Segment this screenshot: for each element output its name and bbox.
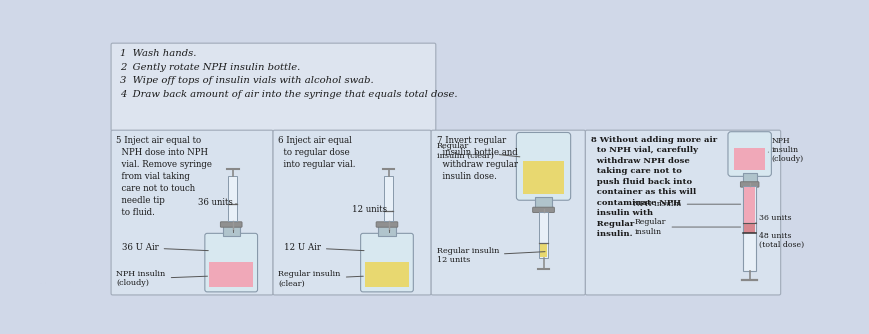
FancyBboxPatch shape	[361, 233, 413, 292]
Bar	[539, 212, 547, 258]
Bar	[229, 176, 236, 221]
FancyBboxPatch shape	[111, 130, 273, 295]
FancyBboxPatch shape	[740, 182, 758, 187]
Text: 12 U Air: 12 U Air	[283, 243, 363, 252]
Bar	[222, 226, 240, 236]
Bar	[378, 226, 395, 236]
Text: NPH insulin: NPH insulin	[633, 200, 740, 208]
Text: 5 Inject air equal to
  NPH dose into NPH
  vial. Remove syringe
  from vial tak: 5 Inject air equal to NPH dose into NPH …	[116, 136, 212, 217]
FancyBboxPatch shape	[585, 130, 779, 295]
Text: Regular
insulin: Regular insulin	[634, 218, 740, 235]
Text: Regular insulin
12 units: Regular insulin 12 units	[436, 247, 544, 264]
Bar	[384, 176, 392, 221]
Bar	[743, 223, 754, 233]
FancyBboxPatch shape	[111, 43, 435, 131]
Text: 36 units: 36 units	[197, 198, 236, 207]
FancyBboxPatch shape	[204, 233, 257, 292]
Text: Regular insulin
(clear): Regular insulin (clear)	[278, 270, 363, 287]
Text: NPH insulin
(cloudy): NPH insulin (cloudy)	[116, 270, 208, 287]
FancyBboxPatch shape	[273, 130, 431, 295]
Bar	[534, 197, 552, 208]
Bar	[209, 262, 253, 287]
FancyBboxPatch shape	[220, 222, 242, 227]
FancyBboxPatch shape	[532, 207, 554, 212]
Text: 7 Invert regular
  insulin bottle and
  withdraw regular
  insulin dose.: 7 Invert regular insulin bottle and with…	[436, 136, 517, 181]
Text: 36 U Air: 36 U Air	[122, 243, 208, 252]
Bar	[540, 244, 547, 257]
Text: Regular
insulin (clear): Regular insulin (clear)	[436, 142, 520, 160]
Bar	[365, 262, 408, 287]
Bar	[743, 187, 754, 223]
Bar	[743, 186, 755, 271]
FancyBboxPatch shape	[727, 132, 771, 176]
Text: 12 units: 12 units	[352, 205, 392, 214]
Bar	[522, 161, 564, 194]
FancyBboxPatch shape	[431, 130, 585, 295]
FancyBboxPatch shape	[516, 133, 570, 200]
Text: 48 units
(total dose): 48 units (total dose)	[755, 232, 803, 249]
Text: 36 units: 36 units	[755, 214, 791, 223]
Bar	[742, 173, 756, 182]
Text: 6 Inject air equal
  to regular dose
  into regular vial.: 6 Inject air equal to regular dose into …	[278, 136, 355, 169]
Bar	[733, 148, 765, 170]
Text: NPH
insulin
(cloudy): NPH insulin (cloudy)	[767, 137, 803, 163]
Text: 8 Without adding more air
  to NPH vial, carefully
  withdraw NPH dose
  taking : 8 Without adding more air to NPH vial, c…	[590, 136, 716, 238]
Text: 1  Wash hands.
2  Gently rotate NPH insulin bottle.
3  Wipe off tops of insulin : 1 Wash hands. 2 Gently rotate NPH insuli…	[120, 49, 457, 99]
FancyBboxPatch shape	[375, 222, 397, 227]
